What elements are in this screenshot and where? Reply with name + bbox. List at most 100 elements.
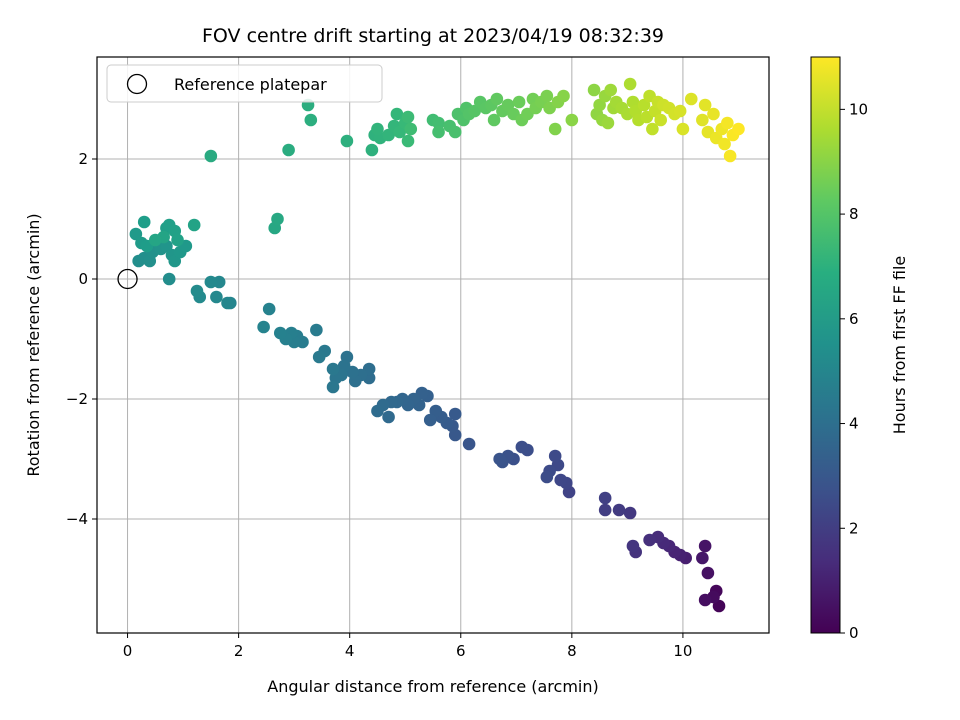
data-point: [432, 125, 445, 139]
data-point: [390, 107, 404, 121]
x-tick-label: 8: [567, 642, 577, 660]
data-point: [515, 440, 529, 454]
data-point: [271, 212, 284, 226]
data-point: [310, 323, 323, 337]
data-point: [721, 116, 734, 130]
data-point: [282, 143, 295, 157]
data-point: [137, 215, 151, 229]
data-point: [604, 83, 618, 97]
y-axis-label: Rotation from reference (arcmin): [24, 213, 43, 476]
data-point: [162, 272, 176, 286]
x-axis-ticks: 0 2 4 6 8 10: [123, 633, 692, 660]
data-point: [262, 302, 276, 316]
data-point: [312, 350, 326, 364]
colorbar-label: Hours from first FF file: [890, 256, 909, 435]
data-point: [393, 125, 406, 139]
data-point: [548, 122, 562, 136]
colorbar-tick-label: 10: [849, 100, 868, 118]
data-point: [673, 104, 687, 118]
data-point: [601, 116, 615, 130]
y-tick-label: 2: [78, 150, 88, 168]
data-point: [257, 320, 270, 334]
data-point: [718, 137, 731, 151]
colorbar-tick-label: 0: [849, 624, 859, 642]
data-point: [554, 473, 568, 487]
data-point: [448, 125, 462, 139]
data-point: [404, 122, 418, 136]
data-point: [401, 110, 415, 124]
data-point: [171, 233, 184, 247]
data-point: [712, 599, 726, 613]
x-tick-label: 6: [456, 642, 466, 660]
x-tick-label: 2: [234, 642, 244, 660]
data-point: [462, 437, 476, 451]
data-point: [676, 122, 690, 136]
data-point: [707, 107, 720, 121]
data-point: [701, 566, 715, 580]
colorbar-tick-label: 6: [849, 310, 859, 328]
data-point: [432, 116, 445, 130]
data-point: [371, 122, 384, 136]
data-point: [723, 149, 737, 163]
data-point: [401, 134, 415, 148]
data-point: [493, 452, 506, 466]
data-point: [696, 551, 709, 565]
data-point: [698, 98, 712, 112]
data-point: [129, 227, 143, 241]
data-point: [187, 218, 201, 232]
data-point: [204, 275, 218, 289]
data-point: [654, 113, 668, 127]
y-tick-label: −4: [66, 510, 88, 528]
legend-reference-marker: [126, 73, 148, 95]
data-point: [612, 503, 626, 517]
data-point: [684, 92, 698, 106]
chart-title: FOV centre drift starting at 2023/04/19 …: [202, 25, 664, 47]
x-tick-label: 4: [345, 642, 355, 660]
data-point: [468, 104, 481, 118]
reference-marker: [117, 268, 138, 290]
reference-platepar-point: [117, 268, 138, 290]
y-tick-label: −2: [66, 390, 88, 408]
x-tick-label: 10: [673, 642, 692, 660]
data-points: [129, 77, 745, 613]
data-point: [221, 296, 234, 310]
data-point: [548, 449, 562, 463]
data-point: [382, 128, 395, 142]
data-point: [501, 98, 515, 112]
data-point: [557, 89, 570, 103]
x-tick-label: 0: [123, 642, 133, 660]
colorbar-tick-label: 8: [849, 205, 859, 223]
data-point: [698, 539, 712, 553]
data-point: [326, 362, 340, 376]
data-point: [304, 113, 318, 127]
data-point: [623, 77, 637, 91]
legend-box: [106, 64, 383, 103]
data-point: [371, 404, 384, 418]
data-point: [540, 470, 554, 484]
data-point: [340, 134, 354, 148]
data-point: [365, 143, 379, 157]
data-point: [732, 122, 745, 136]
colorbar: [810, 56, 841, 634]
data-point: [210, 290, 223, 304]
colorbar-tick-label: 4: [849, 415, 859, 433]
plot-frame: [96, 56, 770, 634]
legend: Reference platepar: [106, 64, 383, 103]
data-point: [646, 122, 659, 136]
data-point: [598, 491, 612, 505]
data-point: [149, 233, 162, 247]
data-point: [273, 326, 287, 340]
data-point: [598, 503, 612, 517]
data-point: [593, 98, 606, 112]
data-point: [587, 83, 601, 97]
data-point: [696, 113, 709, 127]
data-point: [512, 95, 526, 109]
data-point: [698, 593, 712, 607]
data-point: [565, 113, 579, 127]
data-point: [326, 380, 340, 394]
legend-entry: Reference platepar: [174, 75, 327, 94]
data-point: [623, 506, 637, 520]
y-axis-ticks: −4 −2 0 2: [66, 150, 97, 528]
data-point: [168, 254, 182, 268]
data-point: [190, 284, 204, 298]
